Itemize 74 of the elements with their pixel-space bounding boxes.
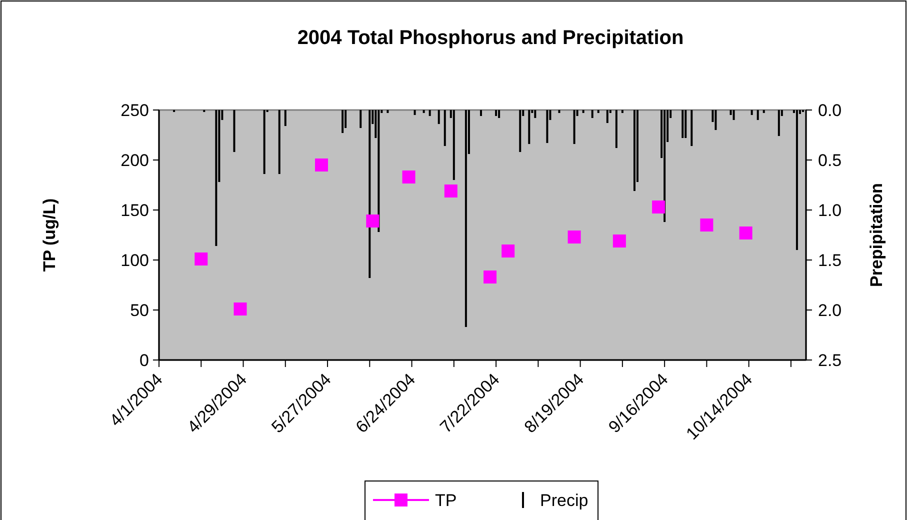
bar — [480, 110, 482, 116]
bar — [284, 110, 286, 126]
bar — [606, 110, 608, 123]
y2-tick-label: 0.0 — [818, 100, 842, 120]
bar — [452, 110, 455, 180]
bar — [233, 110, 236, 152]
point — [568, 230, 581, 244]
bar — [414, 110, 416, 115]
bar — [573, 110, 576, 144]
bar — [750, 110, 753, 115]
point — [652, 200, 666, 214]
bar — [378, 110, 380, 232]
bar — [714, 110, 717, 130]
bar — [621, 110, 624, 113]
bar — [278, 110, 280, 174]
y-tick-label: 0 — [140, 350, 149, 370]
legend-label: Precip — [540, 490, 588, 510]
y2-tick-label: 1.5 — [818, 250, 842, 270]
legend-label: TP — [435, 490, 457, 510]
bar — [756, 110, 759, 120]
bar — [519, 110, 522, 152]
bar — [597, 110, 600, 113]
bar — [582, 110, 584, 113]
bar — [546, 110, 548, 143]
bar — [778, 110, 780, 136]
bar — [215, 110, 218, 246]
y2-tick-label: 2.5 — [818, 350, 842, 370]
bar — [664, 110, 666, 222]
point — [366, 214, 380, 228]
y-tick-label: 50 — [130, 300, 149, 320]
bar — [464, 110, 467, 327]
point — [700, 218, 714, 232]
point — [315, 158, 328, 172]
bar — [342, 110, 344, 133]
bar — [495, 110, 498, 116]
bar — [796, 110, 798, 250]
y-axis-title: TP (ug/L) — [40, 198, 59, 272]
bar — [682, 110, 684, 138]
bar — [263, 110, 266, 174]
chart-title: 2004 Total Phosphorus and Precipitation — [297, 27, 684, 49]
point — [444, 184, 458, 198]
point — [234, 302, 247, 316]
bar — [422, 110, 425, 113]
point — [484, 270, 497, 284]
y-tick-label: 250 — [120, 100, 149, 120]
bar — [528, 110, 530, 144]
point — [739, 226, 752, 240]
y-tick-label: 100 — [120, 250, 149, 270]
y-tick-label: 200 — [120, 150, 149, 170]
y2-tick-label: 2.0 — [818, 300, 842, 320]
point — [502, 244, 515, 258]
bar — [558, 110, 560, 113]
y-tick-label: 150 — [120, 200, 149, 220]
bar — [690, 110, 693, 146]
bar — [498, 110, 500, 118]
bar — [762, 110, 765, 113]
bar — [428, 110, 431, 116]
y2-tick-label: 0.5 — [818, 150, 842, 170]
bar — [615, 110, 618, 148]
bar — [534, 110, 536, 118]
bar — [591, 110, 594, 118]
bar — [368, 110, 371, 278]
bar — [444, 110, 446, 146]
bar — [438, 110, 440, 124]
bar — [386, 110, 389, 113]
y2-axis-title: Prepipitation — [867, 183, 886, 287]
y2-tick-label: 1.0 — [818, 200, 842, 220]
point — [612, 234, 626, 248]
bar — [633, 110, 636, 191]
bar — [732, 110, 735, 120]
point — [402, 170, 416, 184]
bar — [684, 110, 687, 138]
bar — [360, 110, 362, 128]
point — [194, 252, 208, 266]
